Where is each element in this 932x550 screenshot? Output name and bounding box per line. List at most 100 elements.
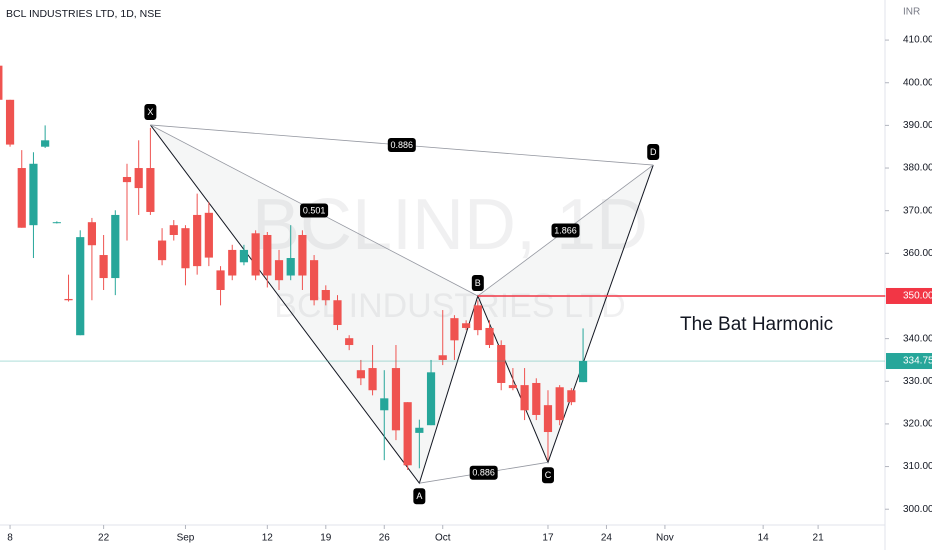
candle-body: [380, 398, 389, 411]
candle-body: [99, 255, 108, 279]
candle-body: [157, 240, 167, 261]
annotation-text: The Bat Harmonic: [680, 314, 833, 335]
candle-body: [426, 372, 436, 426]
y-tick-label: 370.00: [903, 205, 932, 216]
point-label: X: [147, 107, 153, 117]
y-tick-label: 320.00: [903, 419, 932, 430]
point-box: [471, 274, 484, 291]
candle-body: [520, 385, 529, 411]
candle-body: [76, 237, 85, 336]
y-tick-label: 310.00: [903, 461, 932, 472]
x-tick-label: Sep: [177, 533, 195, 544]
y-tick-label: 340.00: [903, 333, 932, 344]
candle-body: [0, 65, 3, 100]
candle-body: [345, 338, 354, 346]
candle-body: [41, 140, 50, 147]
chart-title: BCL INDUSTRIES LTD, 1D, NSE: [6, 8, 161, 20]
candle-body: [497, 345, 506, 383]
x-tick-label: 8: [7, 533, 13, 544]
point-box: [413, 488, 426, 505]
candle-body: [543, 405, 553, 433]
candle-body: [310, 260, 319, 301]
x-tick-label: 26: [379, 533, 391, 544]
candle-body: [29, 163, 38, 226]
ratio-label: 0.886: [472, 468, 495, 478]
candle-body: [134, 168, 143, 189]
x-tick-label: 22: [98, 533, 110, 544]
candle-body: [122, 176, 132, 183]
watermark: BCLIND, 1D BCL INDUSTRIES LTD: [252, 185, 648, 325]
candle-body: [274, 260, 284, 281]
watermark-symbol: BCLIND, 1D: [252, 185, 648, 265]
candle-body: [64, 298, 73, 301]
x-tick-label: 24: [601, 533, 613, 544]
candle-body: [567, 390, 576, 403]
x-tick-label: 17: [542, 533, 554, 544]
last-price-badge: [886, 353, 932, 370]
candle-body: [251, 233, 260, 276]
point-label: D: [650, 147, 657, 157]
level-label: 350.00: [903, 291, 932, 302]
candle-body: [438, 355, 447, 360]
currency-label: INR: [903, 7, 920, 18]
watermark-name: BCL INDUSTRIES LTD: [274, 287, 625, 325]
candle-body: [298, 234, 307, 276]
x-tick-label: 12: [262, 533, 274, 544]
candle-body: [216, 270, 225, 291]
candle-body: [403, 402, 412, 466]
x-tick-label: Oct: [435, 533, 451, 544]
point-box: [144, 103, 157, 120]
x-tick-label: 21: [813, 533, 825, 544]
candle-body: [555, 387, 564, 421]
candle-body: [52, 222, 61, 224]
candle-body: [87, 222, 97, 246]
candle-body: [204, 212, 213, 258]
candle-body: [193, 214, 202, 267]
candle-body: [239, 249, 249, 263]
candle-body: [485, 327, 494, 346]
y-tick-label: 330.00: [903, 376, 932, 387]
y-tick-label: 380.00: [903, 163, 932, 174]
candle-body: [228, 249, 237, 276]
x-tick-label: 14: [758, 533, 770, 544]
y-tick-label: 300.00: [903, 504, 932, 515]
candle-body: [17, 168, 26, 228]
point-label: C: [545, 470, 552, 480]
point-label: A: [416, 491, 422, 501]
candle-body: [578, 361, 588, 383]
candle-body: [321, 290, 330, 301]
candle-body: [5, 99, 15, 145]
candle-body: [111, 214, 120, 279]
y-tick-label: 410.00: [903, 35, 932, 46]
candle-body: [368, 368, 377, 391]
x-tick-label: 19: [320, 533, 332, 544]
ratio-box: [551, 223, 580, 238]
y-tick-label: 390.00: [903, 120, 932, 131]
candle-body: [462, 323, 471, 328]
candle-body: [391, 368, 401, 431]
point-label: B: [475, 278, 481, 288]
candle-body: [450, 318, 459, 341]
candle-body: [415, 427, 424, 433]
candle-body: [532, 382, 541, 415]
level-badge: [886, 287, 932, 304]
candle-body: [473, 305, 482, 331]
candle-body: [181, 228, 190, 269]
candle-body: [169, 225, 178, 235]
candle-body: [333, 300, 342, 325]
candle-body: [286, 258, 295, 276]
candle-body: [146, 168, 155, 212]
point-box: [647, 144, 660, 161]
ratio-box: [469, 465, 498, 480]
candle-body: [263, 234, 272, 276]
last-price-label: 334.75: [903, 356, 932, 367]
ratio-box: [300, 203, 329, 218]
candle-body: [356, 370, 365, 379]
candle-body: [508, 385, 517, 389]
y-tick-label: 360.00: [903, 248, 932, 259]
ratio-label: 0.886: [391, 140, 414, 150]
ratio-box: [387, 138, 416, 153]
